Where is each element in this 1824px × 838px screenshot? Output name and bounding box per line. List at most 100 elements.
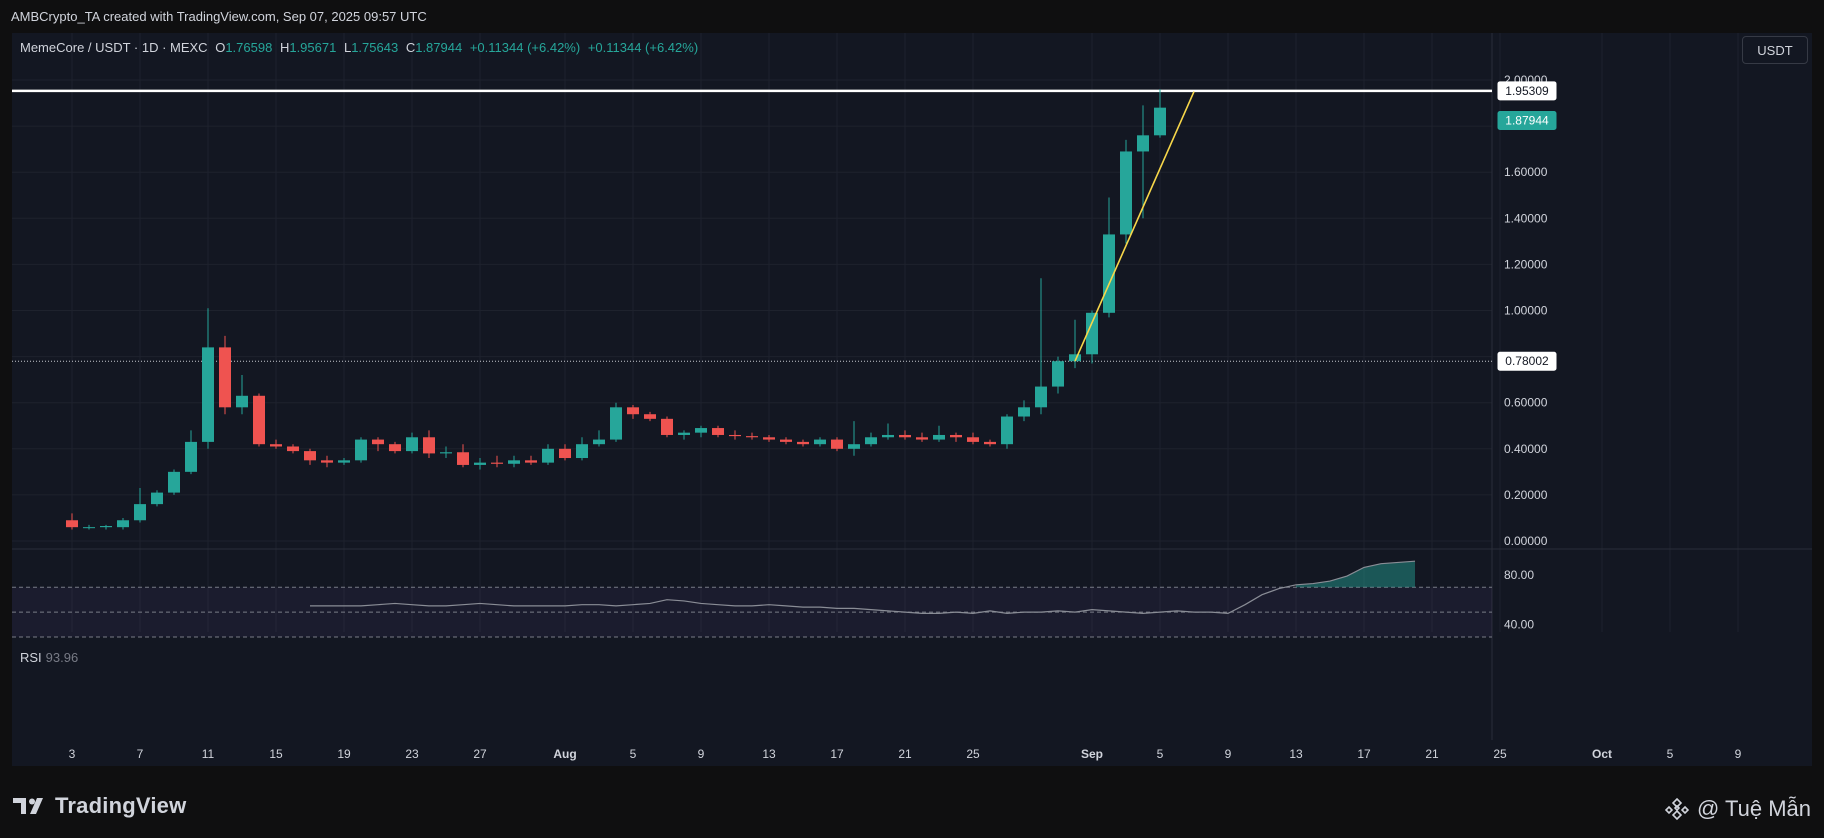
x-tick-label: Oct — [1592, 747, 1612, 761]
close-label: C — [405, 40, 416, 55]
candle-body — [797, 441, 809, 445]
candle-body — [984, 441, 996, 445]
candle-body — [151, 492, 163, 505]
candle-body — [576, 444, 588, 459]
y-tick-label: 0.60000 — [1504, 396, 1548, 410]
binance-diamond-icon — [1664, 797, 1689, 821]
candle-body — [763, 437, 775, 440]
candle-body — [729, 434, 741, 437]
close-value: 1.87944 — [415, 40, 463, 55]
x-tick-label: 9 — [698, 747, 705, 761]
candle-body — [236, 395, 248, 408]
candle-body — [83, 527, 95, 529]
candle-body — [525, 460, 537, 463]
x-tick-label: 11 — [202, 747, 215, 761]
x-tick-label: Aug — [553, 747, 576, 761]
candle-body — [1137, 135, 1149, 152]
candle-body — [202, 347, 214, 442]
candle-body — [1001, 416, 1013, 445]
tradingview-logo-icon — [13, 798, 43, 814]
chart-credit: AMBCrypto_TA created with TradingView.co… — [11, 9, 427, 24]
x-tick-label: 9 — [1735, 747, 1742, 761]
candle-body — [100, 526, 112, 528]
change-value: +0.11344 (+6.42%) — [469, 40, 581, 55]
y-tick-label: 1.00000 — [1504, 304, 1548, 318]
candle-body — [916, 437, 928, 440]
candle-body — [474, 462, 486, 465]
candle-body — [593, 439, 605, 445]
x-tick-label: 17 — [830, 747, 844, 761]
candle-body — [440, 452, 452, 454]
rsi-value: 93.96 — [45, 650, 79, 665]
candle-body — [117, 520, 129, 528]
candle-body — [661, 418, 673, 435]
candle-body — [406, 437, 418, 452]
candle-body — [321, 460, 333, 463]
open-value: 1.76598 — [225, 40, 273, 55]
candle-body — [66, 520, 78, 528]
support-price-label-bg — [1497, 351, 1557, 371]
y-tick-label: 1.60000 — [1504, 165, 1548, 179]
candle-body — [1154, 107, 1166, 136]
candle-body — [814, 439, 826, 445]
y-tick-label: 1.40000 — [1504, 211, 1548, 225]
x-tick-label: Sep — [1081, 747, 1103, 761]
candle-body — [899, 434, 911, 438]
rsi-tick-label: 80.00 — [1504, 568, 1534, 582]
candle-body — [1035, 386, 1047, 408]
candle-body — [712, 428, 724, 435]
x-tick-label: 5 — [1667, 747, 1674, 761]
rsi-band-fill — [12, 587, 1492, 637]
high-label: H — [279, 40, 290, 55]
low-value: 1.75643 — [351, 40, 399, 55]
candle-body — [185, 441, 197, 472]
y-tick-label: 0.20000 — [1504, 488, 1548, 502]
chart-panel[interactable] — [12, 33, 1812, 766]
candle-body — [950, 434, 962, 438]
y-tick-label: 0.40000 — [1504, 442, 1548, 456]
x-tick-label: 21 — [1425, 747, 1439, 761]
x-tick-label: 25 — [966, 747, 980, 761]
resistance-price-label-bg — [1497, 81, 1557, 101]
candle-body — [933, 434, 945, 440]
x-tick-label: 27 — [473, 747, 487, 761]
tradingview-logo[interactable]: TradingView — [13, 793, 186, 819]
trendline — [1074, 91, 1195, 362]
rsi-line — [310, 560, 1416, 614]
rsi-overbought-fill — [1296, 561, 1415, 588]
tradingview-brand: TradingView — [55, 793, 187, 818]
candle-body — [644, 414, 656, 419]
bottom-bar — [0, 766, 1824, 838]
candle-body — [678, 432, 690, 435]
candle-body — [508, 460, 520, 464]
author-watermark: @ Tuệ Mẫn — [1664, 796, 1811, 822]
x-tick-label: 5 — [630, 747, 637, 761]
candle-body — [1120, 151, 1132, 235]
high-value: 1.95671 — [289, 40, 337, 55]
low-label: L — [343, 40, 352, 55]
y-tick-label: 0.00000 — [1504, 534, 1548, 548]
x-tick-label: 25 — [1493, 747, 1507, 761]
candle-body — [338, 460, 350, 463]
open-label: O — [215, 40, 226, 55]
candle-body — [780, 439, 792, 442]
candle-body — [134, 504, 146, 521]
candle-body — [1069, 354, 1081, 362]
support-price-label: 0.78002 — [1505, 354, 1549, 368]
candle-body — [542, 448, 554, 463]
candle-body — [559, 448, 571, 459]
candle-body — [491, 462, 503, 464]
rsi-legend: RSI 93.96 — [20, 650, 78, 665]
rsi-tick-label: 40.00 — [1504, 618, 1534, 632]
symbol-legend: MemeCore / USDT · 1D · MEXC O1.76598 H1.… — [20, 40, 702, 55]
y-tick-label: 1.20000 — [1504, 257, 1548, 271]
x-tick-label: 9 — [1225, 747, 1232, 761]
last-price-label-bg — [1497, 110, 1557, 130]
currency-button[interactable]: USDT — [1742, 36, 1808, 64]
candle-body — [610, 407, 622, 440]
candle-body — [627, 407, 639, 415]
x-tick-label: 7 — [137, 747, 144, 761]
x-tick-label: 3 — [69, 747, 76, 761]
candle-body — [967, 437, 979, 442]
